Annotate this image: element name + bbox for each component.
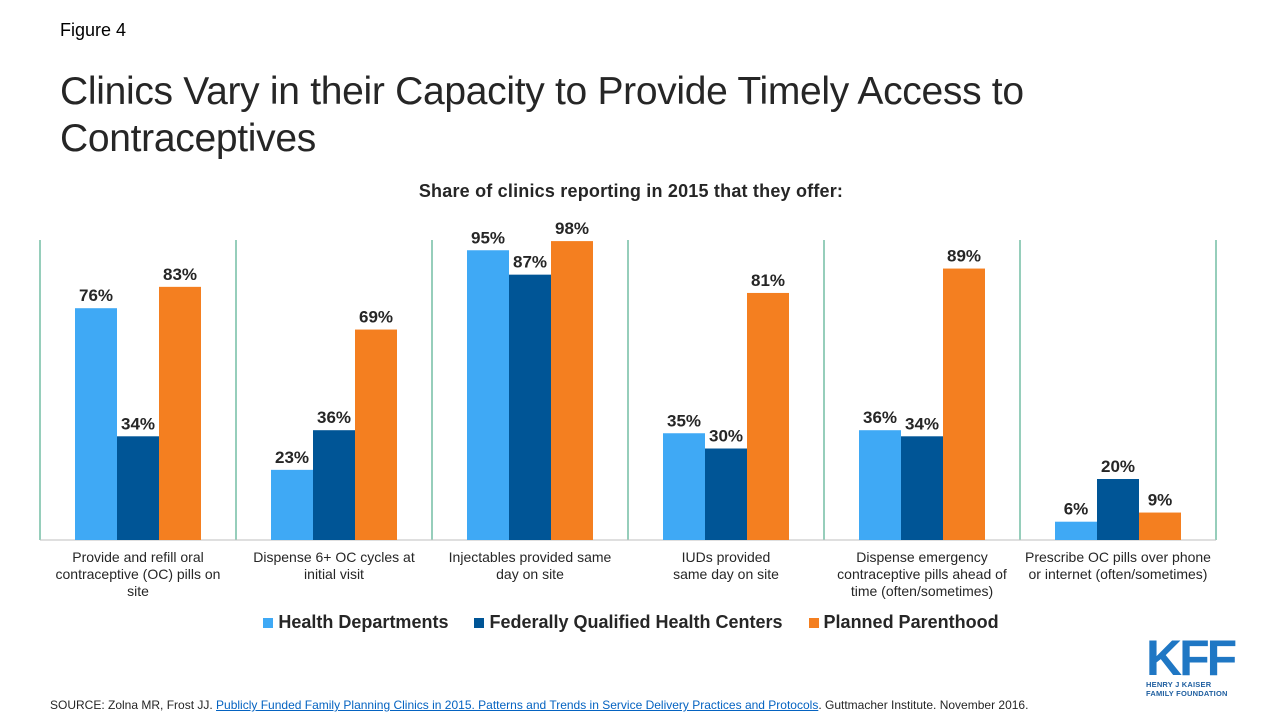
bar-health-departments	[75, 308, 117, 540]
legend-label: Health Departments	[278, 612, 449, 632]
category-label: IUDs provided	[682, 549, 771, 565]
bar-federally-qualified-health-centers	[901, 436, 943, 540]
bar-federally-qualified-health-centers	[1097, 479, 1139, 540]
data-label: 20%	[1101, 457, 1135, 476]
legend-item-fqhc: Federally Qualified Health Centers	[474, 612, 783, 633]
category-label: contraceptive pills ahead of	[837, 566, 1007, 582]
logo-line-1: HENRY J KAISER	[1146, 680, 1212, 689]
legend-label: Federally Qualified Health Centers	[489, 612, 783, 632]
category-label: initial visit	[304, 566, 364, 582]
bar-planned-parenthood	[747, 292, 789, 540]
category-label: Prescribe OC pills over phone	[1025, 549, 1211, 565]
legend-item-planned-parenthood: Planned Parenthood	[808, 612, 999, 633]
data-label: 36%	[317, 408, 351, 427]
data-label: 89%	[947, 247, 981, 266]
category-label: site	[127, 583, 149, 599]
category-label: contraceptive (OC) pills on	[56, 566, 221, 582]
data-label: 87%	[513, 253, 547, 272]
bar-federally-qualified-health-centers	[313, 430, 355, 540]
data-label: 81%	[751, 271, 785, 290]
bar-planned-parenthood	[551, 241, 593, 540]
category-label: or internet (often/sometimes)	[1029, 566, 1208, 582]
category-label: Injectables provided same	[449, 549, 612, 565]
data-label: 36%	[863, 408, 897, 427]
chart-title: Share of clinics reporting in 2015 that …	[418, 181, 844, 201]
category-label: Provide and refill oral	[72, 549, 204, 565]
kff-logo: KFF HENRY J KAISER FAMILY FOUNDATION	[1146, 630, 1237, 698]
bar-health-departments	[271, 469, 313, 540]
category-label: same day on site	[673, 566, 779, 582]
data-label: 23%	[275, 448, 309, 467]
source-prefix: SOURCE: Zolna MR, Frost JJ.	[50, 698, 217, 712]
bar-planned-parenthood	[159, 286, 201, 540]
category-label: Dispense 6+ OC cycles at	[253, 549, 415, 565]
data-label: 34%	[905, 414, 939, 433]
data-label: 34%	[121, 414, 155, 433]
source-link[interactable]: Publicly Funded Family Planning Clinics …	[216, 698, 819, 712]
category-label: Dispense emergency	[856, 549, 988, 565]
bar-health-departments	[663, 433, 705, 540]
source-note: SOURCE: Zolna MR, Frost JJ. Publicly Fun…	[50, 698, 1028, 712]
data-label: 95%	[471, 228, 505, 247]
data-label: 76%	[79, 286, 113, 305]
bar-health-departments	[467, 250, 509, 540]
legend-label: Planned Parenthood	[823, 612, 999, 632]
bar-federally-qualified-health-centers	[509, 274, 551, 540]
category-label: time (often/sometimes)	[851, 583, 993, 599]
source-suffix: . Guttmacher Institute. November 2016.	[818, 698, 1029, 712]
logo-mark: KFF	[1146, 630, 1237, 686]
page-title: Clinics Vary in their Capacity to Provid…	[60, 70, 1024, 160]
data-label: 98%	[555, 219, 589, 238]
bar-chart: 76%34%83%Provide and refill oralcontrace…	[39, 219, 1217, 599]
bar-federally-qualified-health-centers	[117, 436, 159, 540]
bar-federally-qualified-health-centers	[705, 448, 747, 540]
chart-legend: Health Departments Federally Qualified H…	[0, 612, 1262, 633]
bar-health-departments	[1055, 521, 1097, 540]
data-label: 35%	[667, 411, 701, 430]
data-label: 69%	[359, 308, 393, 327]
data-label: 83%	[163, 265, 197, 284]
figure-label: Figure 4	[60, 20, 127, 40]
bar-health-departments	[859, 430, 901, 540]
data-label: 30%	[709, 427, 743, 446]
legend-swatch-planned-parenthood	[808, 617, 819, 628]
legend-swatch-health-departments	[263, 617, 274, 628]
category-label: day on site	[496, 566, 564, 582]
legend-item-health-departments: Health Departments	[263, 612, 448, 633]
bar-planned-parenthood	[1139, 512, 1181, 540]
data-label: 6%	[1064, 500, 1089, 519]
legend-swatch-fqhc	[474, 617, 485, 628]
data-label: 9%	[1148, 491, 1173, 510]
bar-planned-parenthood	[943, 268, 985, 540]
bar-planned-parenthood	[355, 329, 397, 540]
logo-line-2: FAMILY FOUNDATION	[1146, 689, 1228, 698]
